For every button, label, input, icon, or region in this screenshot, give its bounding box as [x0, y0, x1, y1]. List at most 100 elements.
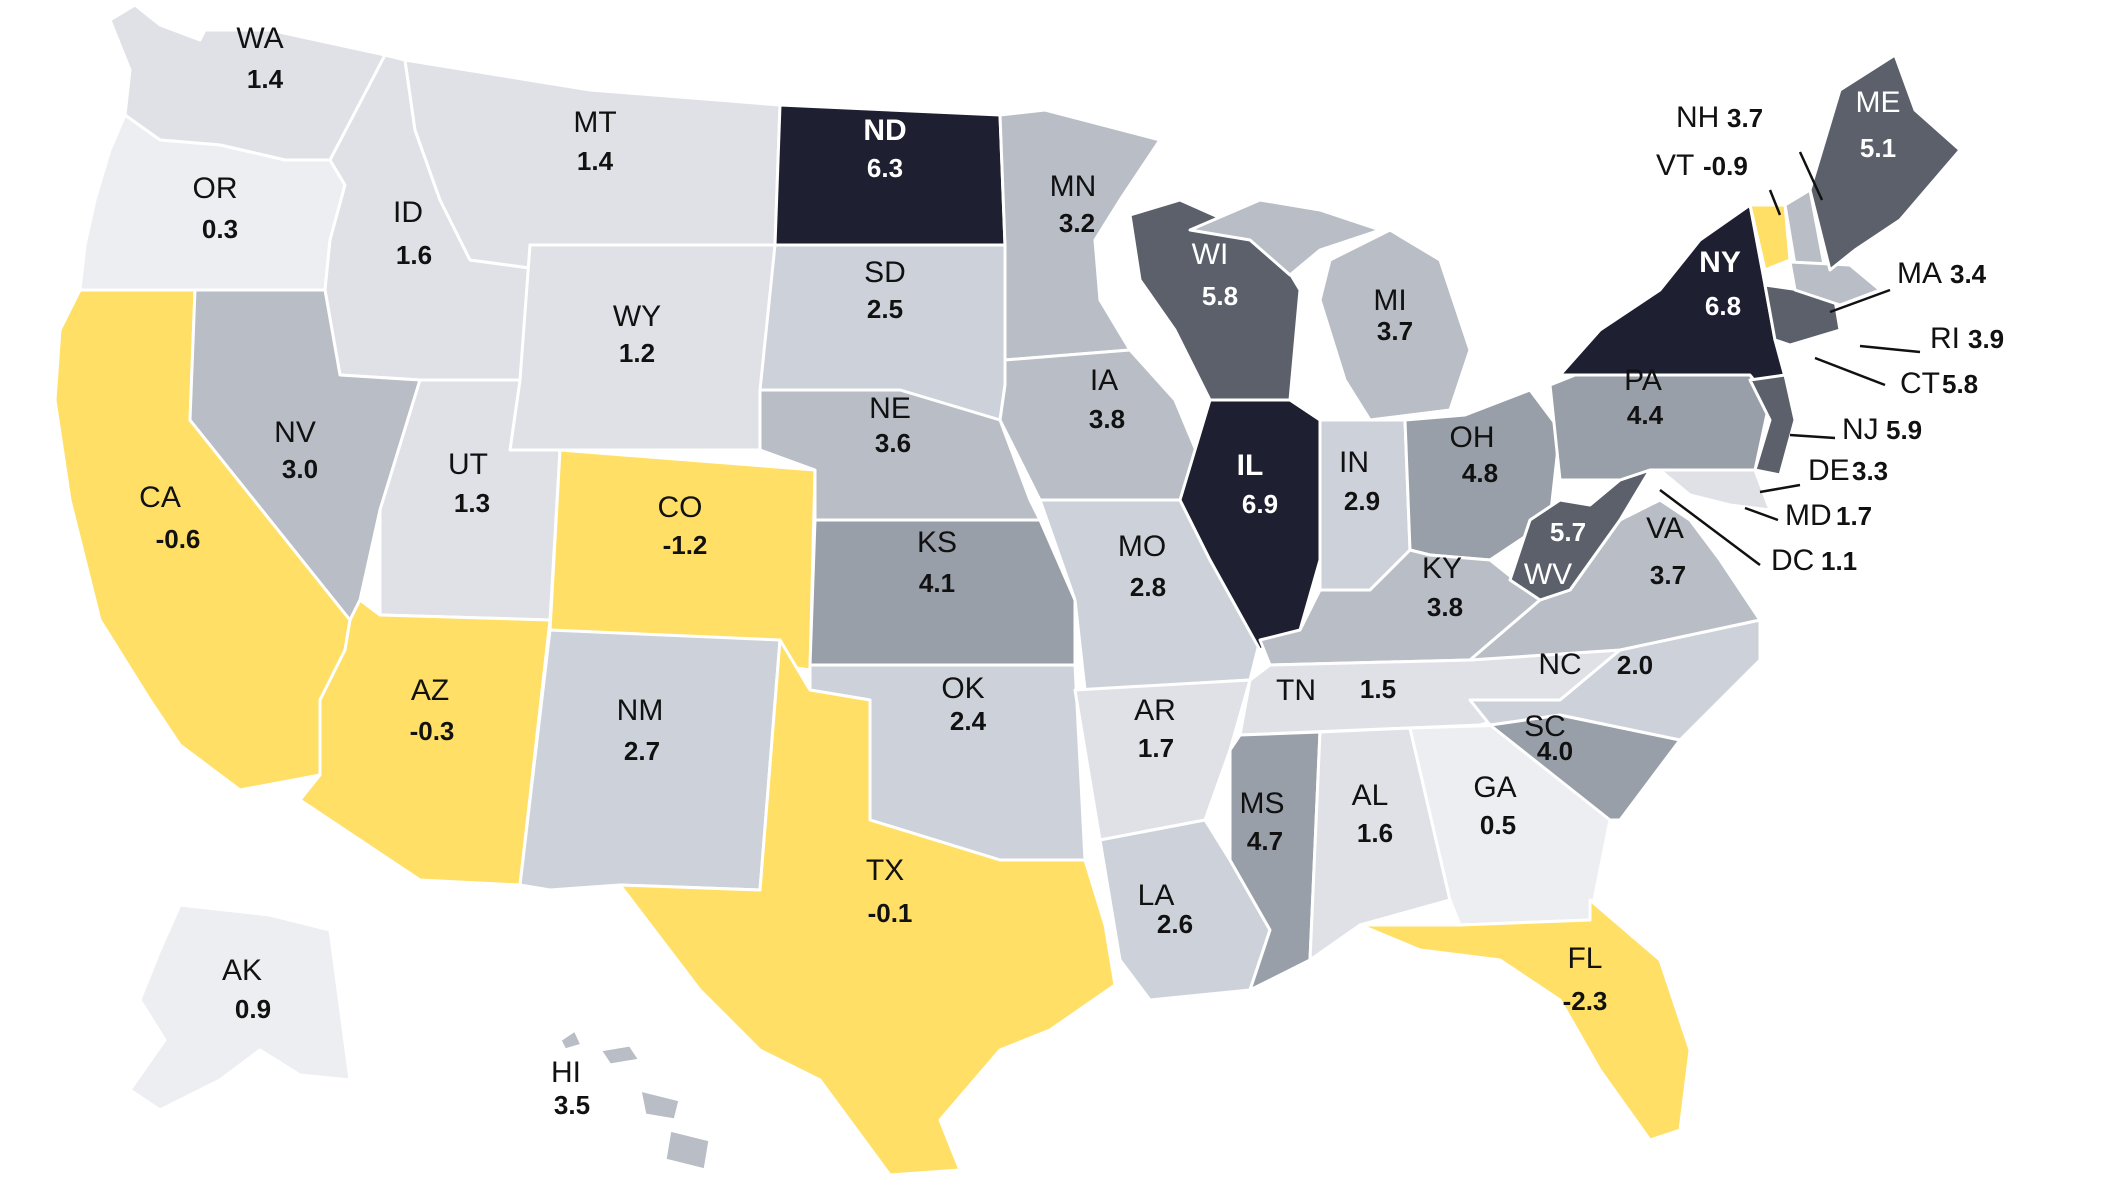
- state-abbr: WA: [236, 22, 283, 55]
- state-value: -1.2: [663, 530, 708, 560]
- state-nc-shape: [1468, 618, 1762, 742]
- state-label-co: CO -1.2: [658, 491, 708, 560]
- state-abbr: AK: [222, 954, 262, 987]
- state-value: 1.6: [396, 240, 432, 270]
- state-value: 5.8: [1202, 281, 1238, 311]
- state-abbr: FL: [1567, 942, 1602, 975]
- state-abbr: CO: [658, 491, 703, 524]
- leader-line: [1859, 344, 1921, 354]
- state-value: 1.6: [1357, 818, 1393, 848]
- state-label-tn: TN 1.5: [1276, 674, 1396, 707]
- callout-abbr: VT: [1656, 149, 1694, 182]
- callout-vt: VT -0.9: [1656, 149, 1782, 216]
- state-abbr: MO: [1118, 530, 1166, 563]
- state-value: 0.3: [202, 214, 238, 244]
- callout-dc: DC 1.1: [1659, 489, 1857, 577]
- state-tx-shape: [618, 638, 1117, 1177]
- callout-nh: NH 3.7: [1676, 101, 1824, 201]
- state-vt-shape: [1748, 203, 1792, 272]
- leader-line: [1829, 288, 1891, 314]
- state-abbr: ME: [1856, 86, 1901, 119]
- state-label-ia: IA 3.8: [1089, 364, 1125, 434]
- state-label-mo: MO 2.8: [1118, 530, 1166, 602]
- state-md-shape: [1658, 468, 1772, 512]
- state-abbr: NC: [1538, 648, 1581, 681]
- state-nj-shape: [1748, 373, 1797, 477]
- state-hi-shape: [663, 1128, 712, 1172]
- state-value: 3.8: [1089, 404, 1125, 434]
- state-abbr: CA: [139, 481, 181, 514]
- state-value: 6.9: [1242, 489, 1278, 519]
- state-label-ut: UT 1.3: [448, 448, 490, 518]
- state-value: -0.1: [868, 898, 913, 928]
- state-ms-shape: [1228, 730, 1322, 992]
- state-value: 2.6: [1157, 909, 1193, 939]
- state-abbr: VA: [1646, 512, 1684, 545]
- state-label-oh: OH 4.8: [1450, 421, 1499, 488]
- state-label-me: ME 5.1: [1856, 86, 1901, 163]
- leader-line: [1814, 356, 1886, 387]
- state-value: -0.3: [410, 716, 455, 746]
- callout-value: 3.4: [1950, 259, 1987, 289]
- state-label-sd: SD 2.5: [864, 256, 906, 324]
- state-abbr: TX: [866, 854, 904, 887]
- state-label-wi: WI 5.8: [1192, 238, 1238, 311]
- state-value: 5.1: [1860, 133, 1896, 163]
- leader-line: [1759, 483, 1801, 494]
- callout-abbr: DE: [1808, 454, 1850, 487]
- state-value: 2.9: [1344, 486, 1380, 516]
- callout-abbr: DC: [1771, 544, 1814, 577]
- state-value: 1.2: [619, 338, 655, 368]
- state-abbr: IN: [1339, 446, 1369, 479]
- state-label-ga: GA 0.5: [1473, 771, 1516, 840]
- state-value: 3.5: [554, 1090, 590, 1120]
- state-value: 6.8: [1705, 291, 1741, 321]
- state-label-va: VA 3.7: [1646, 512, 1686, 590]
- state-abbr: NM: [617, 694, 664, 727]
- state-abbr: WI: [1192, 238, 1229, 271]
- state-value: 6.3: [867, 153, 903, 183]
- state-value: 1.4: [247, 64, 284, 94]
- state-label-ky: KY 3.8: [1422, 552, 1463, 622]
- state-value: 1.3: [454, 488, 490, 518]
- callout-ri: RI 3.9: [1859, 322, 2004, 355]
- leader-line: [1659, 489, 1761, 566]
- state-al-shape: [1308, 726, 1452, 962]
- callout-labels: NH 3.7VT -0.9MA 3.4RI 3.9CT 5.8NJ 5.9DE 3.3MD 1.…: [1656, 101, 2004, 577]
- state-fl-shape: [1358, 898, 1692, 1142]
- state-label-nm: NM 2.7: [617, 694, 664, 766]
- state-abbr: NE: [869, 392, 911, 425]
- state-label-nv: NV 3.0: [274, 416, 318, 484]
- leader-line: [1798, 151, 1824, 201]
- state-value: 5.7: [1550, 517, 1586, 547]
- state-value: 2.5: [867, 294, 903, 324]
- state-label-ne: NE3.6: [869, 392, 911, 458]
- state-label-ca: CA -0.6: [139, 481, 200, 554]
- callout-abbr: MD: [1785, 499, 1832, 532]
- state-label-or: OR 0.3: [193, 172, 239, 244]
- state-abbr: NV: [274, 416, 316, 449]
- state-label-ny: NY 6.8: [1699, 246, 1741, 321]
- state-ks-shape: [808, 518, 1077, 667]
- state-abbr: MS: [1240, 787, 1285, 820]
- state-value: -2.3: [1563, 986, 1608, 1016]
- state-label-ok: OK2.4: [941, 672, 986, 736]
- state-wv-shape: [1508, 468, 1652, 602]
- state-abbr: OK: [941, 672, 984, 705]
- callout-value: 3.9: [1968, 324, 2004, 354]
- state-value: 2.0: [1617, 650, 1653, 680]
- callout-ma: MA 3.4: [1829, 257, 1987, 314]
- state-label-id: ID 1.6: [393, 196, 432, 270]
- state-value: 3.0: [282, 454, 318, 484]
- callout-value: 3.7: [1727, 103, 1763, 133]
- state-hi-shape: [598, 1043, 642, 1067]
- state-wy-shape: [508, 243, 777, 452]
- callout-value: 5.8: [1942, 369, 1978, 399]
- state-hi-shape: [638, 1088, 682, 1122]
- state-value: 4.0: [1537, 736, 1573, 766]
- callout-nj: NJ 5.9: [1789, 413, 1922, 446]
- state-value: 3.6: [875, 428, 911, 458]
- state-label-wy: WY 1.2: [613, 300, 661, 368]
- leader-line: [1789, 433, 1836, 440]
